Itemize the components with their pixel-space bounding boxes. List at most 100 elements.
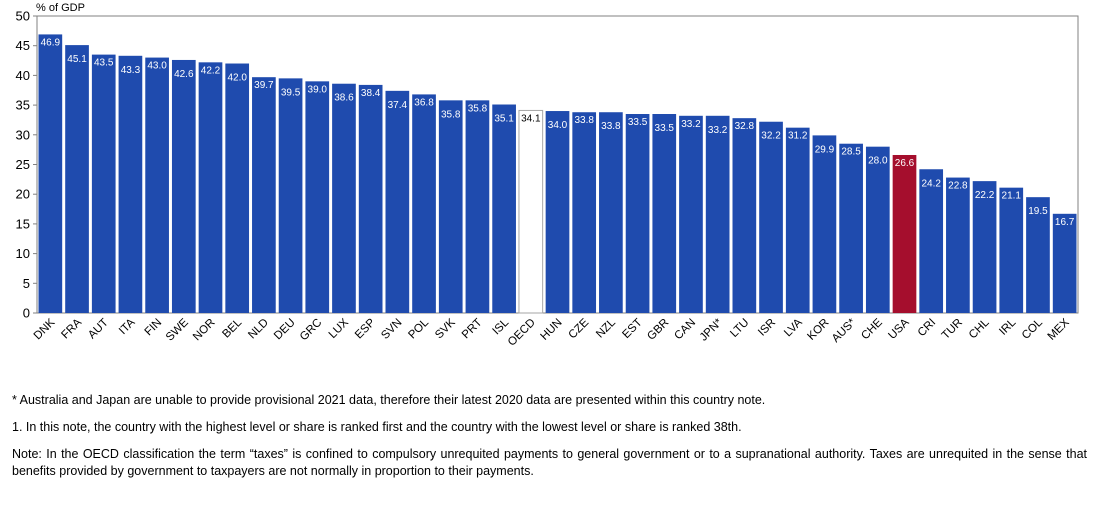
y-tick-label: 30 [16, 127, 30, 142]
value-label: 24.2 [921, 178, 941, 189]
category-label: PRT [460, 317, 485, 342]
bar-oecd [518, 109, 544, 314]
value-label: 33.8 [601, 121, 621, 132]
category-label: ISL [491, 316, 512, 337]
bar-isr [759, 121, 783, 314]
bar-svk [438, 100, 463, 314]
category-label: AUS* [830, 316, 859, 345]
value-label: 19.5 [1028, 206, 1048, 217]
bar-grc [305, 81, 330, 313]
category-label: BEL [220, 316, 244, 340]
category-label: FIN [143, 317, 165, 339]
bar-aus [839, 143, 863, 313]
value-label: 22.8 [948, 181, 968, 192]
bar-nzl [599, 112, 623, 313]
value-label: 42.6 [174, 69, 194, 80]
footnote-asterisk: * Australia and Japan are unable to prov… [12, 393, 766, 407]
category-label: POL [406, 316, 431, 341]
value-label: 33.5 [628, 117, 648, 128]
category-label: CRI [916, 317, 938, 339]
value-label: 28.0 [868, 156, 888, 167]
category-label: LTU [728, 317, 751, 340]
y-tick-label: 40 [16, 68, 30, 83]
value-label: 28.5 [841, 147, 861, 158]
bar-swe [171, 59, 196, 314]
bar-che [865, 146, 890, 313]
bar-cze [572, 112, 597, 313]
y-tick-label: 25 [16, 157, 30, 172]
bar-cri [919, 169, 944, 313]
value-label: 16.7 [1055, 217, 1075, 228]
value-label: 33.2 [708, 125, 728, 136]
category-label: SWE [164, 316, 191, 343]
value-label: 43.0 [147, 61, 167, 72]
category-label: FRA [59, 316, 84, 341]
category-label: LVA [782, 316, 805, 339]
bar-gbr [652, 114, 677, 313]
bar-nor [198, 62, 223, 313]
bar-aut [91, 54, 116, 314]
bar-mex [1052, 213, 1077, 313]
value-label: 46.9 [41, 37, 61, 48]
category-label: USA [886, 316, 911, 341]
value-label: 37.4 [388, 100, 408, 111]
category-label: ESP [353, 316, 378, 341]
bar-hun [545, 111, 570, 313]
bar-dnk [38, 34, 63, 313]
category-label: SVK [433, 316, 458, 341]
value-label: 35.8 [441, 109, 461, 120]
bar-deu [278, 78, 303, 314]
category-label: ISR [756, 317, 778, 339]
bar-usa [892, 154, 917, 313]
bar-kor [812, 135, 837, 313]
value-label: 32.8 [735, 121, 755, 132]
value-label: 42.0 [227, 73, 247, 84]
bar-est [625, 114, 650, 313]
note-taxes-definition: Note: In the OECD classification the ter… [12, 447, 1087, 478]
category-label: CZE [567, 316, 592, 341]
bar-tur [946, 177, 970, 313]
value-label: 33.2 [681, 119, 701, 130]
notes-section: * Australia and Japan are unable to prov… [12, 392, 1087, 490]
bar-chl [972, 181, 997, 313]
y-tick-label: 0 [23, 306, 30, 321]
category-label: AUT [86, 317, 111, 342]
value-label: 29.9 [815, 144, 835, 155]
y-tick-label: 5 [23, 276, 30, 291]
value-label: 21.1 [1002, 191, 1022, 202]
bar-lux [332, 83, 356, 313]
category-label: COL [1020, 316, 1046, 342]
value-label: 34.1 [521, 113, 541, 124]
y-tick-label: 50 [16, 9, 30, 24]
category-label: CHL [967, 316, 992, 341]
bar-svn [385, 90, 410, 314]
category-label: ITA [117, 316, 138, 337]
bar-can [679, 115, 703, 314]
category-label: NZL [594, 316, 618, 340]
bar-prt [465, 100, 490, 314]
value-label: 43.3 [121, 65, 141, 76]
bar-col [1026, 197, 1050, 313]
y-tick-label: 20 [16, 187, 30, 202]
chart-area: 0 5 10 15 20 25 30 35 40 45 50 % of GDP 46.9 DNK 45.1 F… [16, 2, 1079, 349]
value-label: 26.6 [895, 158, 915, 169]
bar-pol [412, 94, 436, 314]
value-label: 35.8 [468, 103, 488, 114]
value-label: 36.8 [414, 97, 434, 108]
value-label: 22.2 [975, 190, 995, 201]
category-label: CAN [672, 317, 698, 343]
y-axis-label: % of GDP [36, 2, 85, 14]
category-label: GBR [645, 317, 671, 343]
value-label: 32.2 [761, 131, 781, 142]
bar-bel [225, 63, 250, 313]
category-label: NOR [191, 317, 218, 344]
category-label: IRL [997, 316, 1019, 338]
category-label: SVN [379, 317, 404, 342]
category-label: TUR [940, 317, 965, 342]
category-label: CHE [859, 316, 885, 342]
value-label: 38.6 [334, 93, 354, 104]
value-label: 38.4 [361, 88, 381, 99]
bar-lva [785, 127, 810, 313]
value-label: 39.0 [308, 84, 328, 95]
value-label: 43.5 [94, 58, 114, 69]
